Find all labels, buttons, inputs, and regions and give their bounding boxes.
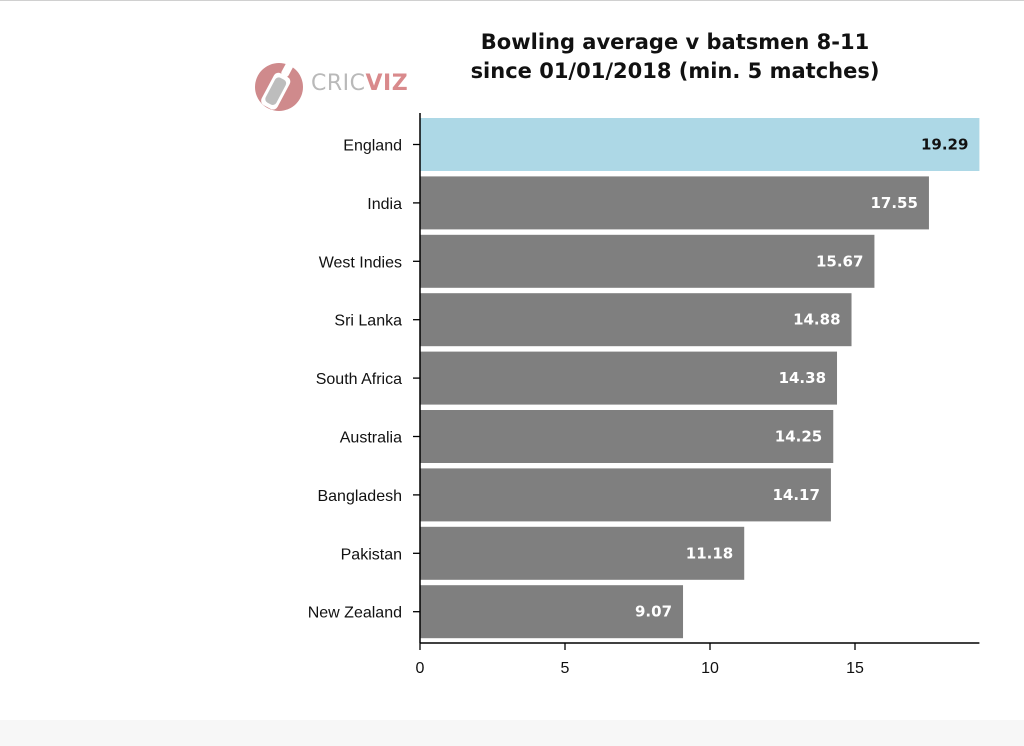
bar-west-indies bbox=[420, 234, 875, 288]
bar-south-africa bbox=[420, 351, 838, 405]
data-label-west-indies: 15.67 bbox=[816, 252, 863, 270]
top-divider bbox=[0, 0, 1024, 1]
category-label-india: India bbox=[367, 196, 402, 213]
data-label-pakistan: 11.18 bbox=[686, 544, 733, 562]
axes-group: England India West Indies Sri Lanka South Af… bbox=[308, 113, 980, 677]
chart-title-line: Bowling average v batsmen 8-11 bbox=[480, 30, 870, 54]
bars-group: 19.29 17.55 15.67 14.88 14.38 14.25 14.17 11.18… bbox=[420, 118, 980, 639]
chart-title: Bowling average v batsmen 8-11 since 01/… bbox=[410, 28, 940, 86]
x-tick-label-10: 10 bbox=[701, 660, 719, 677]
bar-sri-lanka bbox=[420, 293, 852, 347]
chart-subtitle-line: since 01/01/2018 (min. 5 matches) bbox=[470, 59, 880, 83]
data-label-sri-lanka: 14.88 bbox=[793, 311, 840, 329]
x-tick-label-15: 15 bbox=[846, 660, 864, 677]
bar-india bbox=[420, 176, 929, 230]
data-label-bangladesh: 14.17 bbox=[772, 486, 819, 504]
bar-new-zealand bbox=[420, 585, 684, 639]
bar-england bbox=[420, 118, 980, 171]
cricket-bat-logo-icon bbox=[255, 61, 303, 111]
category-label-bangladesh: Bangladesh bbox=[317, 488, 402, 505]
category-label-new-zealand: New Zealand bbox=[308, 605, 402, 622]
x-tick-label-5: 5 bbox=[561, 660, 570, 677]
bar-bangladesh bbox=[420, 468, 831, 522]
category-label-west-indies: West Indies bbox=[319, 254, 402, 271]
footer-band bbox=[0, 720, 1024, 746]
bar-australia bbox=[420, 410, 834, 463]
x-tick-label-0: 0 bbox=[416, 660, 425, 677]
cricviz-logo: CRICVIZ bbox=[253, 57, 408, 113]
data-label-india: 17.55 bbox=[870, 194, 917, 212]
data-label-australia: 14.25 bbox=[775, 428, 822, 446]
data-label-new-zealand: 9.07 bbox=[635, 603, 672, 621]
bar-pakistan bbox=[420, 526, 745, 580]
category-label-england: England bbox=[343, 138, 402, 155]
logo-wordmark: CRICVIZ bbox=[311, 70, 408, 98]
data-label-south-africa: 14.38 bbox=[779, 369, 826, 387]
data-label-england: 19.29 bbox=[921, 136, 968, 154]
category-label-south-africa: South Africa bbox=[316, 371, 402, 388]
logo-text-cric: CRIC bbox=[311, 71, 366, 96]
category-label-pakistan: Pakistan bbox=[341, 546, 402, 563]
category-label-sri-lanka: Sri Lanka bbox=[334, 313, 402, 330]
category-label-australia: Australia bbox=[340, 430, 402, 447]
logo-text-viz: VIZ bbox=[365, 71, 409, 96]
